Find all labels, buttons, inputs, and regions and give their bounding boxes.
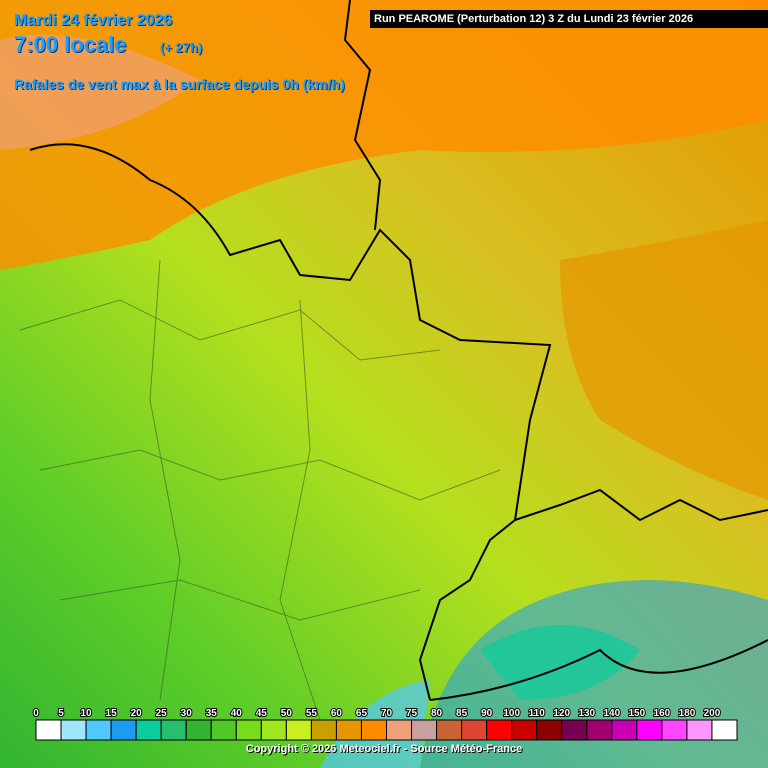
legend-swatch <box>661 719 688 741</box>
legend-swatch <box>310 719 337 741</box>
legend-label: 10 <box>81 708 93 719</box>
legend-label: 130 <box>578 708 595 719</box>
legend-label: 20 <box>131 708 143 719</box>
legend-label: 70 <box>381 708 393 719</box>
legend-swatch <box>561 719 588 741</box>
legend-label: 160 <box>654 708 671 719</box>
legend-label: 30 <box>181 708 193 719</box>
legend-label: 60 <box>331 708 343 719</box>
legend-swatch <box>461 719 488 741</box>
legend-swatch <box>360 719 388 741</box>
copyright: Copyright © 2026 Meteociel.fr - Source M… <box>245 743 523 755</box>
legend-label: 100 <box>503 708 520 719</box>
legend-swatch <box>335 719 362 741</box>
legend-label: 80 <box>431 708 443 719</box>
legend-swatch <box>686 719 713 741</box>
legend-swatch <box>711 719 738 741</box>
legend-swatch <box>185 719 212 741</box>
legend-label: 180 <box>679 708 696 719</box>
time: 7:00 locale <box>14 32 127 57</box>
wind-zone <box>0 0 768 270</box>
legend-label: 25 <box>156 708 168 719</box>
legend-swatch <box>135 719 162 741</box>
legend-swatch <box>235 719 262 741</box>
legend-label: 0 <box>33 708 39 719</box>
legend-swatch <box>411 719 438 741</box>
legend-label: 50 <box>281 708 293 719</box>
legend-swatch <box>210 719 237 741</box>
wind-zone <box>560 220 768 500</box>
legend-swatch <box>160 719 187 741</box>
legend-label: 120 <box>553 708 570 719</box>
wind-zone <box>0 35 200 150</box>
regions <box>19 259 501 721</box>
legend-label: 140 <box>603 708 620 719</box>
legend-swatch <box>636 719 663 741</box>
legend-swatch <box>611 719 638 741</box>
legend-swatch <box>586 719 613 741</box>
legend-label: 15 <box>106 708 118 719</box>
legend-swatch <box>486 719 513 741</box>
legend-label: 85 <box>456 708 468 719</box>
legend-label: 75 <box>406 708 418 719</box>
legend-label: 110 <box>529 708 546 719</box>
legend-swatch <box>436 719 463 741</box>
run-info: Run PEAROME (Perturbation 12) 3 Z du Lun… <box>370 10 768 28</box>
legend-label: 65 <box>356 708 368 719</box>
legend-label: 55 <box>306 708 318 719</box>
legend-label: 200 <box>704 708 721 719</box>
legend-swatch <box>260 719 287 741</box>
legend-label: 45 <box>256 708 268 719</box>
legend-swatch <box>110 719 137 741</box>
legend-swatch <box>386 719 413 741</box>
legend-label: 150 <box>629 708 646 719</box>
borders <box>29 0 768 701</box>
lead-time: (+ 27h) <box>160 40 203 55</box>
legend-swatch <box>536 719 563 741</box>
legend-label: 35 <box>206 708 218 719</box>
legend: 0 5 10 15 20 25 30 35 40 45 50 55 60 65 70 75 80 85 90 100 1… <box>32 707 738 741</box>
legend-label: 90 <box>481 708 493 719</box>
date: Mardi 24 février 2026 <box>14 12 173 29</box>
map-title: Rafales de vent max à la surface depuis … <box>14 76 345 92</box>
legend-label: 5 <box>58 708 64 719</box>
legend-label: 40 <box>231 708 243 719</box>
legend-swatch <box>60 719 87 741</box>
legend-swatch <box>35 719 62 741</box>
legend-swatch <box>85 719 112 741</box>
legend-swatch <box>511 719 538 741</box>
legend-swatch <box>285 719 312 741</box>
